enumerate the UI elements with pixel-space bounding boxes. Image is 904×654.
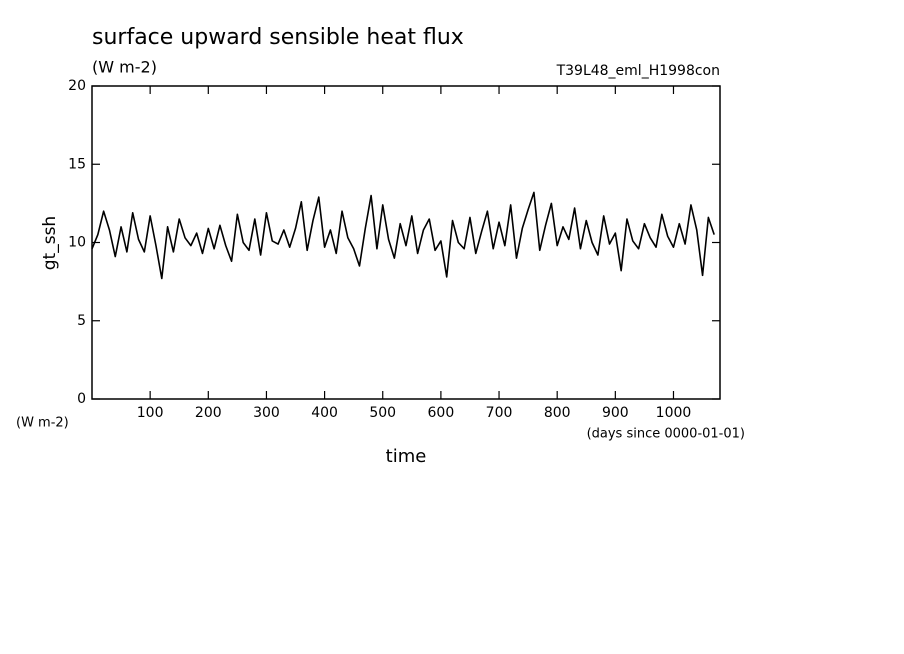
x-tick-label: 100 bbox=[137, 405, 164, 421]
x-tick-label: 500 bbox=[369, 405, 396, 421]
x-tick-label: 400 bbox=[311, 405, 338, 421]
y-tick-label: 5 bbox=[77, 313, 86, 329]
x-tick-label: 1000 bbox=[656, 405, 692, 421]
units-label: (W m-2) bbox=[92, 58, 157, 77]
chart-title: surface upward sensible heat flux bbox=[92, 25, 464, 50]
y-tick-label: 15 bbox=[68, 156, 86, 172]
x-tick-label: 300 bbox=[253, 405, 280, 421]
x-tick-label: 600 bbox=[428, 405, 455, 421]
data-line bbox=[91, 191, 715, 280]
y-tick-label: 10 bbox=[68, 235, 86, 251]
y-tick-label: 20 bbox=[68, 78, 86, 94]
x-axis-label: time bbox=[386, 446, 427, 467]
x-tick-label: 200 bbox=[195, 405, 222, 421]
y-axis-label: gt_ssh bbox=[40, 216, 60, 270]
x-tick-label: 800 bbox=[544, 405, 571, 421]
x-units-label: (days since 0000-01-01) bbox=[587, 427, 745, 442]
x-tick-label: 900 bbox=[602, 405, 629, 421]
experiment-label: T39L48_eml_H1998con bbox=[556, 63, 720, 79]
y-tick-label: 0 bbox=[77, 391, 86, 407]
x-tick-label: 700 bbox=[486, 405, 513, 421]
y-units-label: (W m-2) bbox=[16, 416, 69, 431]
